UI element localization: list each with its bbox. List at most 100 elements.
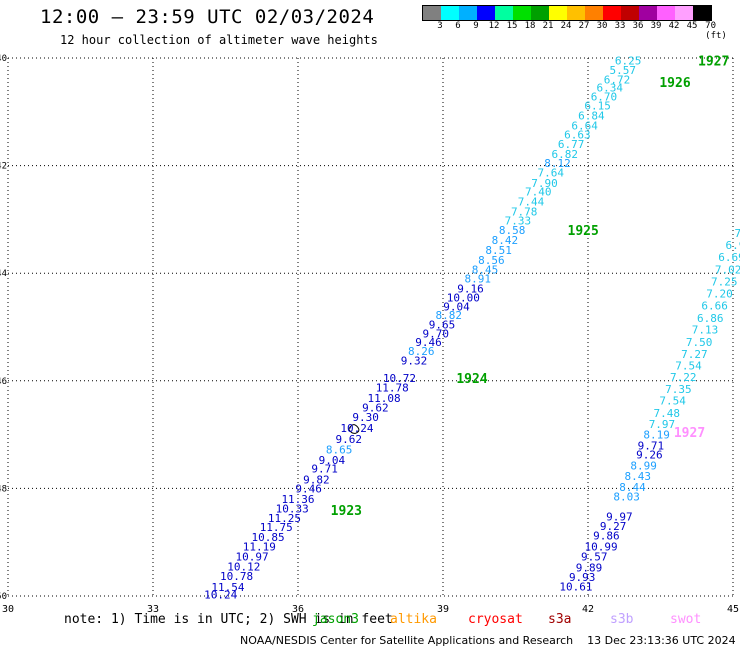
data-point-label: 8.82 [436, 309, 463, 322]
legend-swatch [657, 6, 675, 20]
page-subtitle: 12 hour collection of altimeter wave hei… [60, 33, 378, 47]
legend-label: 39 [650, 21, 662, 31]
time-label: 1925 [568, 224, 599, 239]
data-point-label: 11.75 [260, 521, 293, 534]
data-point-label: 7.48 [654, 407, 681, 420]
data-point-label: 9.71 [311, 462, 338, 475]
data-point-label: 9.93 [569, 571, 596, 584]
data-point-label: 7.40 [525, 185, 552, 198]
data-point-label: 6.9 [725, 239, 740, 252]
data-point-label: 9.46 [415, 336, 442, 349]
data-point-label: 7.97 [649, 418, 676, 431]
legend-label: 12 [488, 21, 500, 31]
data-point-label: 6.86 [697, 312, 724, 325]
satellite-s3b: s3b [610, 612, 634, 627]
data-point-label: 10.00 [447, 291, 480, 304]
data-point-label: 8.12 [544, 157, 571, 170]
data-point-label: 6.34 [597, 82, 624, 95]
data-point-label: 9.89 [576, 561, 603, 574]
footer-note: note: 1) Time is in UTC; 2) SWH is in fe… [64, 612, 393, 627]
legend-label: 42 [668, 21, 680, 31]
legend-swatch [567, 6, 585, 20]
data-point-label: 8.19 [643, 429, 670, 442]
time-label: 1927 [674, 426, 705, 441]
legend-label: 15 [506, 21, 518, 31]
legend-label: 33 [614, 21, 626, 31]
legend-label: 30 [596, 21, 608, 31]
x-tick-label: 30 [2, 604, 14, 615]
data-point-label: 7.33 [505, 214, 532, 227]
legend-label: 27 [578, 21, 590, 31]
data-point-label: 8.03 [613, 490, 640, 503]
time-label: 1923 [331, 504, 362, 519]
data-point-label: 10.61 [559, 580, 592, 593]
data-point-label: 10.24 [204, 588, 237, 601]
legend-swatch [531, 6, 549, 20]
data-point-label: 9.57 [581, 551, 608, 564]
data-point-label: 8.51 [485, 244, 512, 257]
data-point-label: 8.58 [499, 224, 526, 237]
data-point-label: 10.24 [340, 422, 373, 435]
data-point-label: 8.91 [465, 273, 492, 286]
data-point-label: 6.63 [564, 128, 591, 141]
y-tick-label: -50 [0, 592, 7, 602]
data-point-label: 9.86 [593, 530, 620, 543]
data-point-label: 7.02 [715, 263, 740, 276]
data-point-label: 6.72 [604, 74, 631, 87]
data-point-label: 9.70 [423, 327, 450, 340]
credit-line: NOAA/NESDIS Center for Satellite Applica… [240, 634, 736, 647]
data-point-label: 9.46 [295, 482, 322, 495]
data-point-label: 7 [735, 227, 740, 240]
data-point-label: 11.25 [268, 512, 301, 525]
data-point-label: 7.20 [706, 288, 733, 301]
data-point-label: 6.66 [701, 299, 728, 312]
legend-swatch [513, 6, 531, 20]
data-point-label: 5.57 [610, 64, 637, 77]
data-point-label: 8.65 [326, 444, 353, 457]
legend-swatch [585, 6, 603, 20]
data-point-label: 8.44 [619, 481, 646, 494]
legend-label: 9 [473, 21, 479, 31]
data-point-label: 8.45 [472, 263, 499, 276]
data-point-label: 7.25 [711, 275, 738, 288]
legend-swatch [639, 6, 657, 20]
data-point-label: 9.65 [429, 318, 456, 331]
legend-label: 45 [686, 21, 698, 31]
legend-swatch [477, 6, 495, 20]
data-point-label: 6.77 [558, 138, 585, 151]
legend-swatch [459, 6, 477, 20]
satellite-jason3: jason3 [312, 612, 359, 627]
x-tick-label: 39 [437, 604, 449, 615]
legend-label: 36 [632, 21, 644, 31]
data-point-label: 9.82 [303, 473, 330, 486]
legend-swatch [603, 6, 621, 20]
data-point-label: 6.82 [552, 148, 579, 161]
x-tick-label: 36 [292, 604, 304, 615]
legend-swatch [495, 6, 513, 20]
data-point-label: 10.12 [227, 560, 260, 573]
data-point-label: 9.30 [352, 411, 379, 424]
time-label: 1927 [698, 55, 729, 70]
data-point-label: 7.64 [538, 167, 565, 180]
satellite-swot: swot [670, 612, 702, 627]
data-point-label: 7.22 [670, 371, 697, 384]
data-point-label: 7.44 [518, 196, 545, 209]
x-tick-label: 42 [582, 604, 594, 615]
time-label: 1926 [659, 76, 690, 91]
legend-label: 6 [455, 21, 461, 31]
data-point-label: 8.99 [630, 459, 657, 472]
data-point-label: 7.54 [659, 395, 686, 408]
satellite-altika: altika [390, 612, 437, 627]
legend-swatch [675, 6, 693, 20]
data-point-label: 9.62 [336, 433, 363, 446]
data-point-label: 9.97 [606, 510, 633, 523]
legend-swatch [423, 6, 441, 20]
y-tick-label: -46 [0, 377, 7, 387]
legend-swatch [549, 6, 567, 20]
data-point-label: 10.33 [276, 502, 309, 515]
data-point-label: 7.35 [665, 383, 692, 396]
legend-label: 21 [542, 21, 554, 31]
legend-label: 3 [437, 21, 443, 31]
data-point-label: 9.71 [638, 439, 665, 452]
